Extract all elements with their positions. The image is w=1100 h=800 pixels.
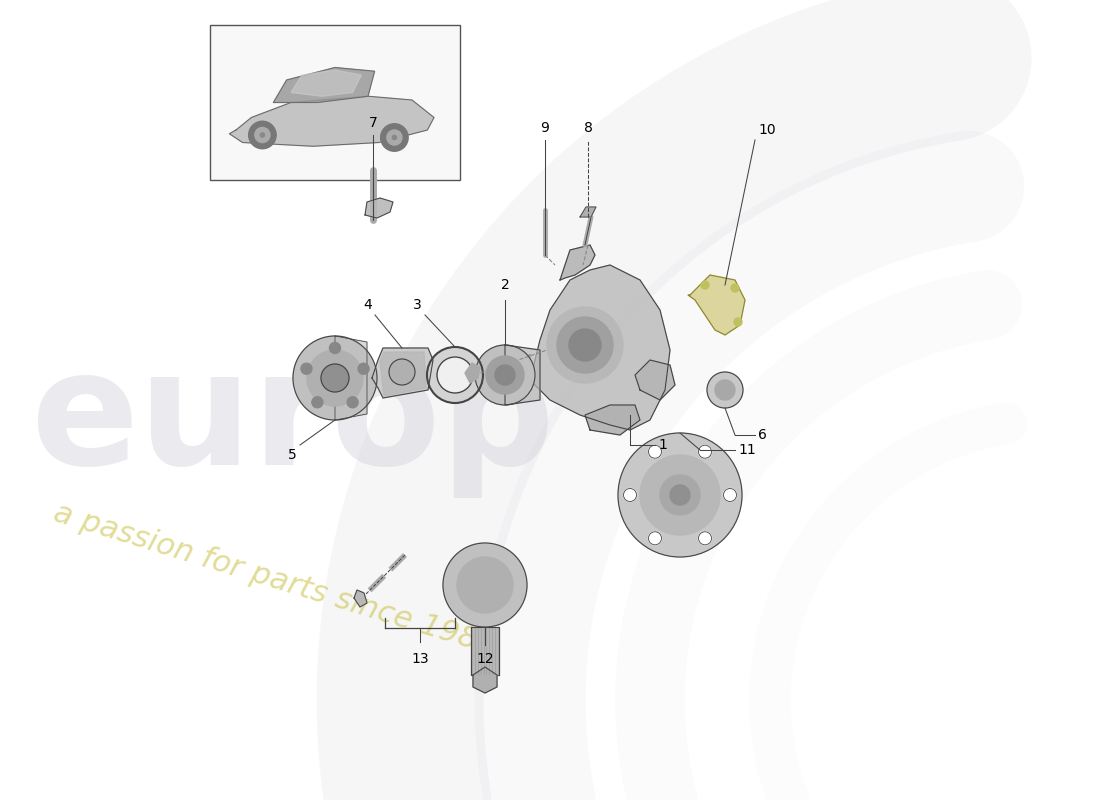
Circle shape — [389, 359, 415, 385]
Circle shape — [381, 124, 408, 151]
Circle shape — [358, 363, 368, 374]
Text: 8: 8 — [584, 121, 593, 135]
Polygon shape — [580, 207, 596, 217]
Circle shape — [701, 281, 710, 289]
Circle shape — [660, 475, 700, 515]
Circle shape — [437, 357, 473, 393]
Circle shape — [307, 350, 363, 406]
Circle shape — [443, 543, 527, 627]
Text: a passion for parts since 1985: a passion for parts since 1985 — [50, 498, 499, 662]
Circle shape — [249, 122, 276, 149]
Polygon shape — [585, 405, 640, 435]
Polygon shape — [354, 590, 367, 607]
Circle shape — [293, 336, 377, 420]
Text: 3: 3 — [414, 298, 422, 312]
Polygon shape — [365, 198, 393, 218]
Circle shape — [649, 532, 661, 545]
Polygon shape — [473, 667, 497, 693]
Circle shape — [557, 317, 613, 373]
Circle shape — [724, 489, 737, 502]
Polygon shape — [505, 345, 540, 405]
Bar — [210, 25, 460, 180]
Circle shape — [427, 347, 483, 403]
Circle shape — [456, 557, 513, 613]
Circle shape — [670, 485, 690, 505]
Polygon shape — [336, 336, 367, 420]
Text: 4: 4 — [363, 298, 372, 312]
Polygon shape — [274, 67, 375, 102]
Circle shape — [707, 372, 743, 408]
Text: 12: 12 — [476, 652, 494, 666]
Text: 2: 2 — [500, 278, 509, 292]
Circle shape — [301, 363, 312, 374]
Polygon shape — [688, 275, 745, 335]
Circle shape — [698, 445, 712, 458]
Polygon shape — [471, 627, 499, 675]
Circle shape — [312, 397, 323, 408]
Circle shape — [547, 307, 623, 383]
Text: 1: 1 — [658, 438, 667, 452]
Text: europ: europ — [30, 342, 554, 498]
Circle shape — [649, 445, 661, 458]
Circle shape — [387, 130, 402, 145]
Circle shape — [475, 345, 535, 405]
Text: 7: 7 — [368, 116, 377, 130]
Text: 9: 9 — [540, 121, 549, 135]
Polygon shape — [635, 360, 675, 400]
Circle shape — [715, 380, 735, 400]
Circle shape — [618, 433, 742, 557]
Circle shape — [732, 284, 739, 292]
Text: 11: 11 — [738, 443, 756, 457]
Circle shape — [330, 342, 341, 354]
Circle shape — [348, 397, 359, 408]
Polygon shape — [560, 245, 595, 280]
Polygon shape — [530, 265, 670, 430]
Text: 13: 13 — [411, 652, 429, 666]
Circle shape — [255, 127, 270, 142]
Circle shape — [261, 133, 264, 137]
Circle shape — [640, 455, 720, 535]
Circle shape — [734, 318, 742, 326]
Circle shape — [321, 364, 349, 392]
Polygon shape — [230, 96, 434, 146]
Text: 6: 6 — [758, 428, 767, 442]
Polygon shape — [292, 70, 362, 96]
Polygon shape — [372, 348, 433, 398]
Polygon shape — [379, 352, 426, 396]
Text: 10: 10 — [758, 123, 776, 137]
Circle shape — [486, 356, 524, 394]
Circle shape — [495, 365, 515, 385]
Polygon shape — [465, 363, 480, 383]
Circle shape — [624, 489, 637, 502]
Circle shape — [393, 135, 396, 139]
Circle shape — [569, 329, 601, 361]
Polygon shape — [485, 355, 530, 395]
Text: 5: 5 — [288, 448, 297, 462]
Circle shape — [698, 532, 712, 545]
